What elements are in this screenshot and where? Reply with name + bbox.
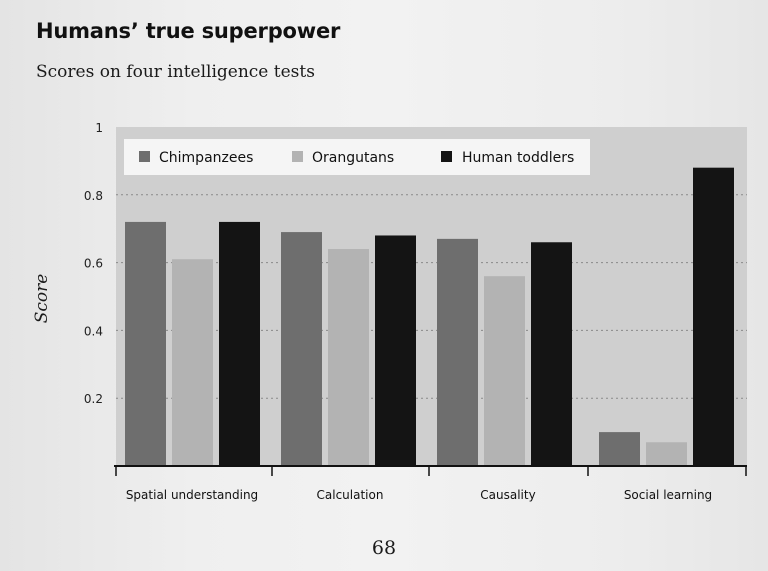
legend-swatch bbox=[139, 151, 150, 162]
bar-human-toddlers bbox=[531, 242, 572, 466]
bar-human-toddlers bbox=[219, 221, 260, 466]
y-axis-label: Score bbox=[32, 274, 52, 324]
bar-orangutans bbox=[484, 276, 525, 466]
bar-chimpanzees bbox=[125, 221, 166, 466]
legend-label: Chimpanzees bbox=[159, 150, 253, 166]
bar-orangutans bbox=[172, 259, 213, 466]
legend-label: Orangutans bbox=[312, 150, 394, 166]
y-tick-label: 0.4 bbox=[84, 324, 103, 338]
x-tick-label: Spatial understanding bbox=[126, 488, 258, 502]
bar-chimpanzees bbox=[599, 432, 640, 466]
bar-orangutans bbox=[328, 249, 369, 466]
page-number: 68 bbox=[371, 537, 397, 559]
legend-label: Human toddlers bbox=[462, 150, 574, 166]
x-tick-label: Social learning bbox=[624, 488, 712, 502]
bar-orangutans bbox=[646, 442, 687, 466]
chart-title: Humans’ true superpower bbox=[36, 19, 341, 43]
legend-box bbox=[124, 139, 590, 175]
x-tick-label: Causality bbox=[480, 488, 535, 502]
bar-chimpanzees bbox=[281, 232, 322, 466]
legend-swatch bbox=[292, 151, 303, 162]
y-tick-label: 0.6 bbox=[84, 257, 103, 271]
chart-subtitle: Scores on four intelligence tests bbox=[36, 62, 315, 82]
y-tick-label: 0.8 bbox=[84, 189, 103, 203]
bar-human-toddlers bbox=[693, 167, 734, 466]
x-tick-label: Calculation bbox=[317, 488, 384, 502]
bar-chimpanzees bbox=[437, 238, 478, 466]
y-tick-label: 0.2 bbox=[84, 392, 103, 406]
legend-swatch bbox=[441, 151, 452, 162]
y-tick-label: 1 bbox=[95, 121, 103, 135]
bar-human-toddlers bbox=[375, 235, 416, 466]
